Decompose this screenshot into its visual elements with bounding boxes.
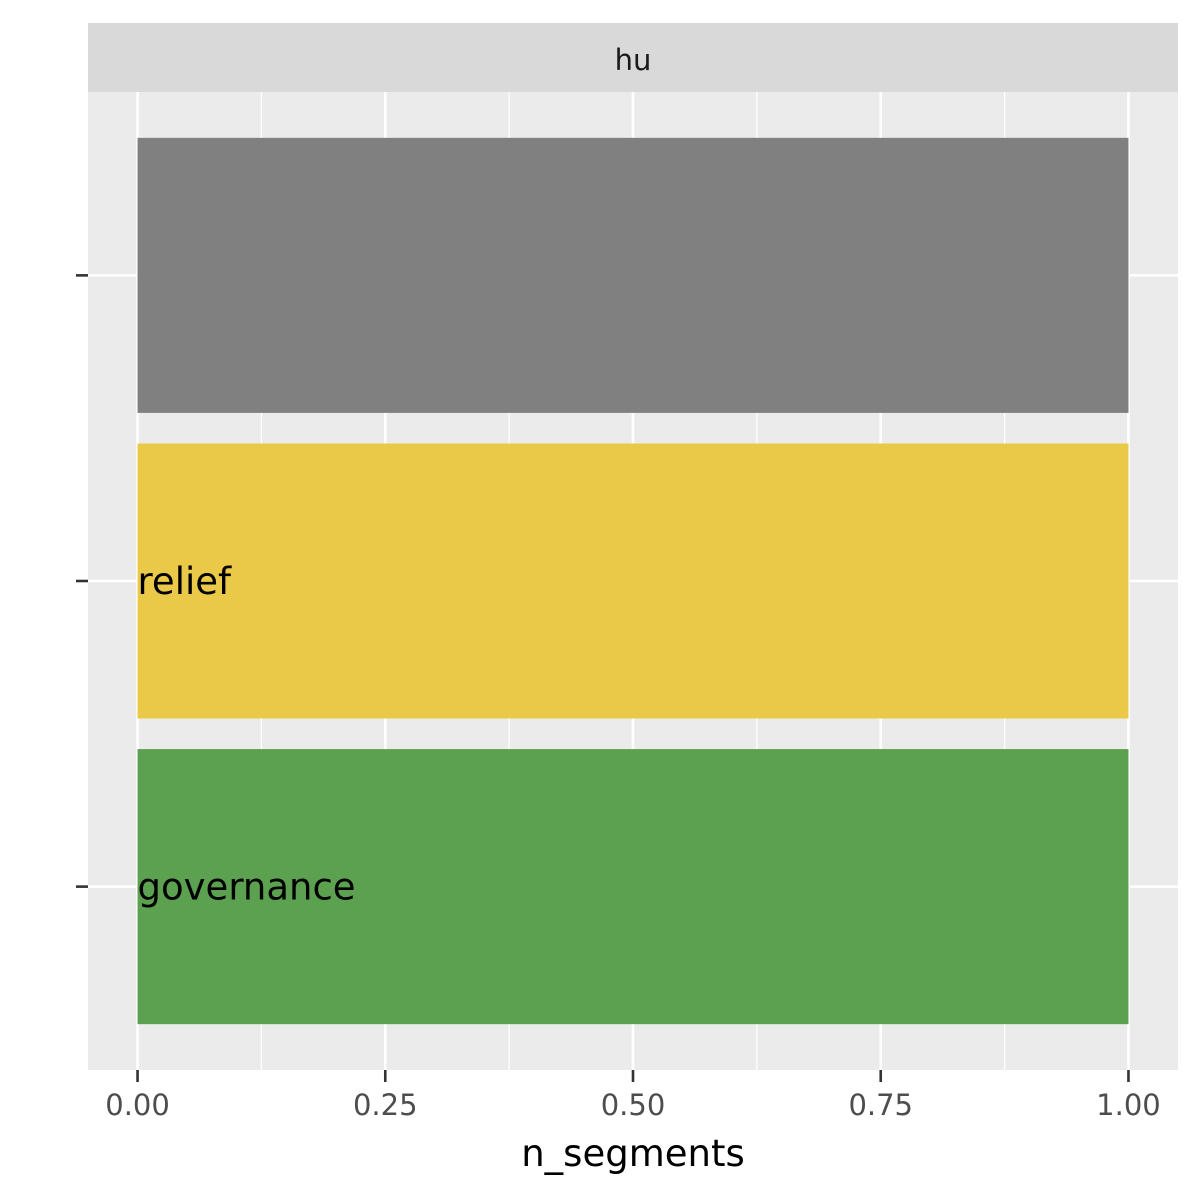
bar <box>137 443 1129 719</box>
bar-labels: relief governance <box>138 560 356 909</box>
facet-strip <box>88 23 1178 92</box>
bar <box>137 749 1129 1025</box>
x-tick-label: 1.00 <box>1096 1088 1161 1122</box>
bar-label: governance <box>138 866 356 909</box>
x-axis: 0.00 0.25 0.50 0.75 1.00 <box>105 1070 1161 1122</box>
y-axis <box>76 274 88 888</box>
x-axis-title: n_segments <box>521 1132 745 1175</box>
bar <box>137 137 1129 413</box>
bar-label: relief <box>138 560 232 603</box>
x-tick-label: 0.75 <box>848 1088 913 1122</box>
x-tick-label: 0.25 <box>353 1088 418 1122</box>
facet-strip-label: hu <box>615 43 652 77</box>
bars <box>137 137 1129 1025</box>
x-tick-label: 0.50 <box>601 1088 666 1122</box>
x-tick-label: 0.00 <box>105 1088 170 1122</box>
